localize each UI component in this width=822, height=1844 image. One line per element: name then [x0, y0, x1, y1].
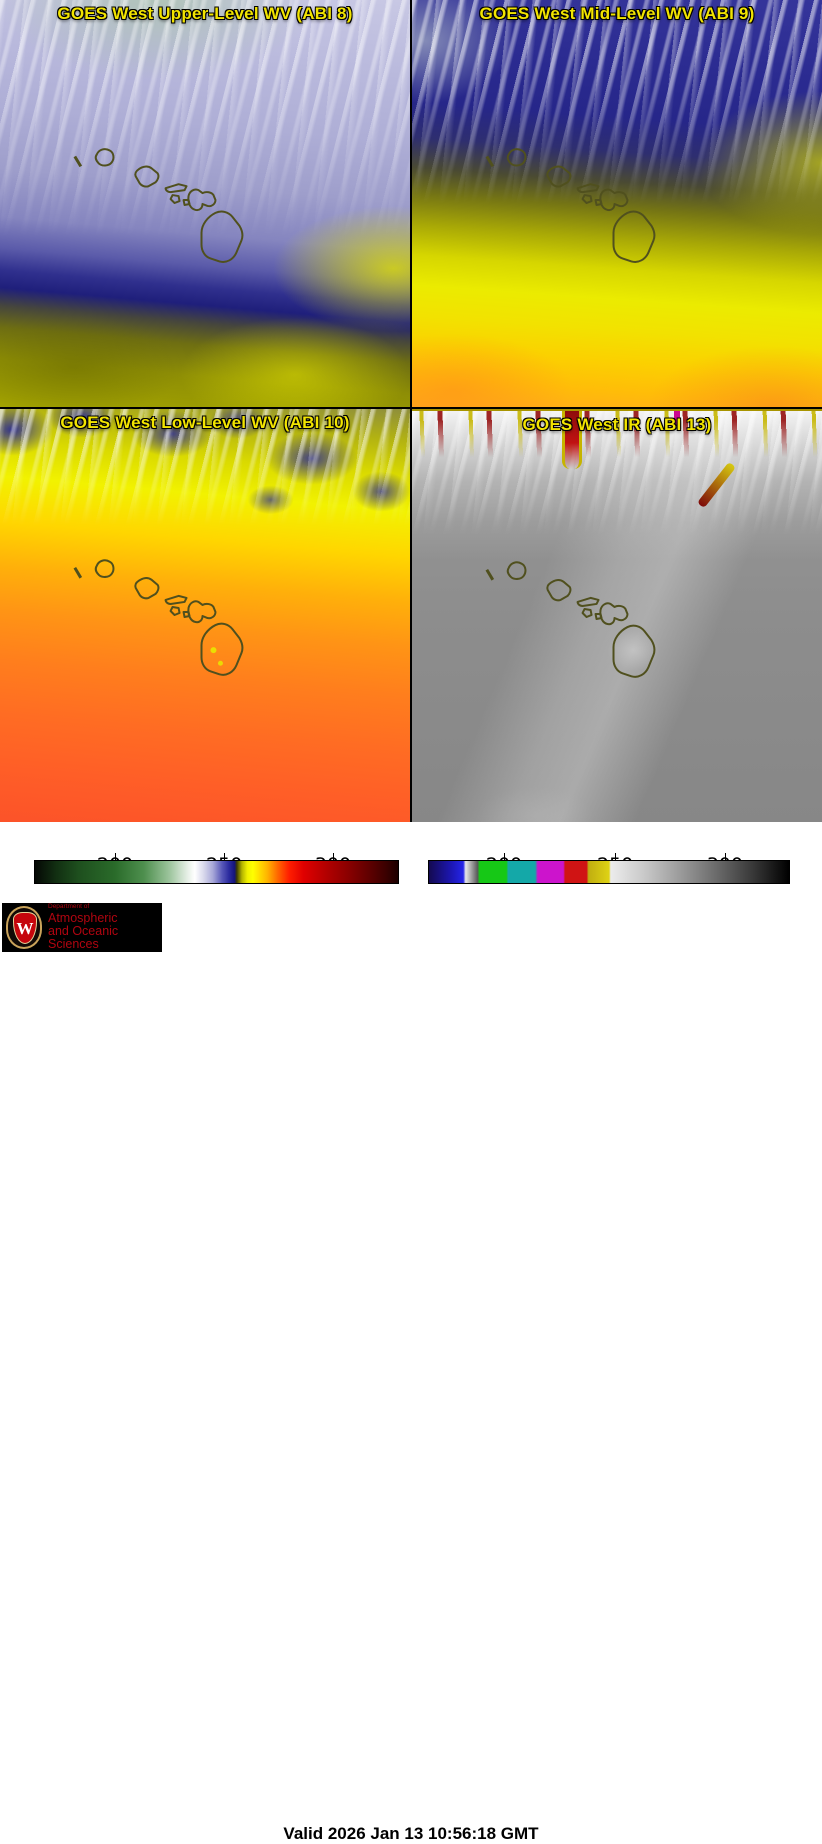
cold-cloudtop-magenta-streak — [674, 411, 680, 426]
tick-mark — [115, 853, 117, 860]
volcano-hotspot — [210, 647, 217, 654]
colorbar-wv: 200 250 300 — [34, 853, 399, 884]
panel-title: GOES West Upper-Level WV (ABI 8) — [57, 4, 353, 23]
satellite-quad-grid: GOES West Upper-Level WV (ABI 8) GOES We… — [0, 0, 822, 824]
uw-crest-icon: W — [6, 906, 42, 949]
tick-mark — [615, 853, 617, 860]
cold-cloudtop-red-streak — [562, 411, 582, 469]
logo-dept-line: Department of — [48, 902, 90, 910]
tick-mark — [504, 853, 506, 860]
tick-mark — [224, 853, 226, 860]
tick-mark — [724, 853, 726, 860]
cirrus-streaks — [412, 0, 822, 204]
hawaii-islands-overlay — [485, 560, 656, 679]
cold-cloudtop-streaks — [412, 411, 822, 457]
panel-mid-level-wv: GOES West Mid-Level WV (ABI 9) — [412, 0, 822, 407]
panel-title: GOES West Low-Level WV (ABI 10) — [60, 413, 350, 432]
footer: W Department of Atmospheric and Oceanic … — [0, 895, 822, 1843]
logo-name-line2: and Oceanic Sciences — [48, 923, 119, 951]
uw-logo-text: Department of Atmospheric and Oceanic Sc… — [48, 902, 162, 951]
panel-ir: GOES West IR (ABI 13) — [412, 409, 822, 824]
volcano-hotspot — [217, 660, 223, 666]
hawaii-islands-overlay — [73, 147, 244, 264]
ir-grayscale-image — [412, 411, 822, 824]
valid-time-text: Valid 2026 Jan 13 10:56:18 GMT — [283, 1824, 539, 1843]
colorbar-ir-gradient — [428, 860, 790, 884]
colorbar-wv-gradient — [34, 860, 399, 884]
logo-name-line1: Atmospheric — [48, 910, 118, 925]
panel-upper-level-wv: GOES West Upper-Level WV (ABI 8) — [0, 0, 410, 407]
wv-upper-gradient-image — [0, 0, 410, 407]
cirrus-streaks — [0, 409, 410, 525]
colorbar-strip: 200 250 300 200 250 300 — [0, 822, 822, 895]
panel-title: GOES West Mid-Level WV (ABI 9) — [479, 4, 755, 23]
panel-low-level-wv: GOES West Low-Level WV (ABI 10) — [0, 409, 410, 822]
cirrus-streaks — [0, 0, 410, 237]
colorbar-ir: 200 250 300 — [428, 853, 790, 884]
uw-aos-logo: W Department of Atmospheric and Oceanic … — [2, 903, 162, 952]
tick-mark — [332, 853, 334, 860]
uw-monogram: W — [16, 918, 34, 938]
hawaii-islands-overlay — [485, 147, 656, 264]
hawaii-islands-overlay — [73, 558, 244, 677]
panel-title: GOES West IR (ABI 13) — [522, 415, 712, 434]
